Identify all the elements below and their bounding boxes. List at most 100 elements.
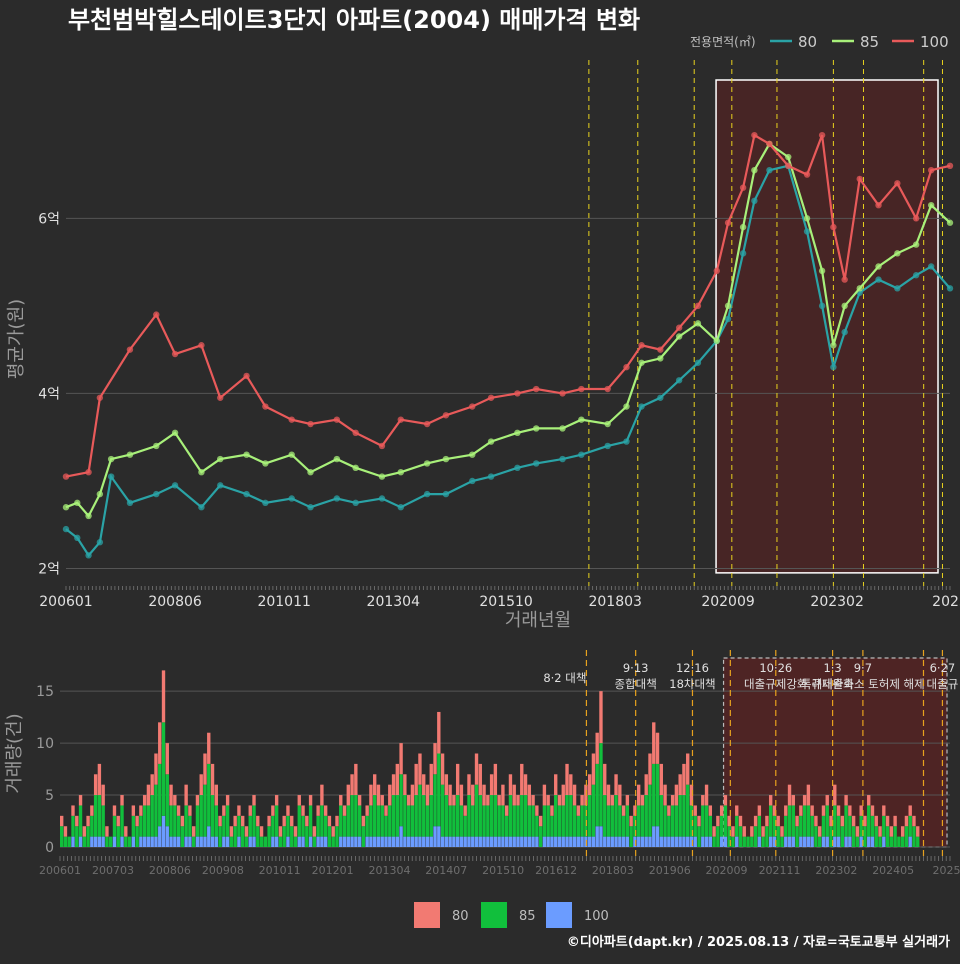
x-tick-label: 200601 — [39, 594, 92, 610]
volume-x-tick-label: 201906 — [649, 864, 691, 877]
volume-bar-85 — [807, 805, 810, 836]
volume-bar-100 — [475, 837, 478, 847]
data-point — [334, 495, 340, 501]
volume-bar-80 — [135, 816, 138, 826]
volume-bar-100 — [347, 837, 350, 847]
volume-bar-100 — [531, 837, 534, 847]
volume-bar-80 — [283, 816, 286, 826]
volume-bar-85 — [105, 837, 108, 847]
volume-bar-100 — [381, 837, 384, 847]
volume-bar-80 — [184, 785, 187, 806]
data-point — [604, 443, 610, 449]
volume-bar-85 — [260, 837, 263, 847]
volume-bar-100 — [237, 837, 240, 847]
volume-bar-80 — [403, 774, 406, 795]
data-point — [85, 469, 91, 475]
volume-bar-100 — [596, 826, 599, 847]
volume-bar-100 — [94, 837, 97, 847]
volume-bar-85 — [377, 805, 380, 836]
volume-x-tick-label: 201304 — [368, 864, 410, 877]
volume-bar-100 — [151, 837, 154, 847]
volume-x-tick-label: 200908 — [202, 864, 244, 877]
policy-event-label: 18차대책 — [669, 677, 715, 691]
volume-bar-85 — [309, 805, 312, 836]
volume-bar-85 — [448, 805, 451, 836]
volume-bar-80 — [814, 816, 817, 826]
volume-bar-100 — [373, 837, 376, 847]
data-point — [533, 425, 539, 431]
data-point — [676, 333, 682, 339]
volume-bar-80 — [471, 785, 474, 806]
volume-bar-80 — [411, 785, 414, 806]
volume-bar-80 — [117, 816, 120, 826]
volume-bar-85 — [298, 805, 301, 836]
volume-bar-85 — [418, 785, 421, 837]
data-point — [875, 276, 881, 282]
data-point — [559, 456, 565, 462]
volume-bar-85 — [320, 805, 323, 836]
data-point — [424, 460, 430, 466]
volume-bar-100 — [275, 837, 278, 847]
volume-bar-85 — [682, 795, 685, 837]
volume-bar-100 — [460, 837, 463, 847]
volume-bar-85 — [780, 837, 783, 847]
volume-bar-100 — [271, 837, 274, 847]
volume-bar-80 — [305, 816, 308, 826]
volume-bar-85 — [128, 837, 131, 847]
data-point — [725, 220, 731, 226]
volume-bar-100 — [188, 837, 191, 847]
volume-bar-80 — [316, 805, 319, 815]
volume-bar-80 — [200, 774, 203, 795]
volume-bar-80 — [743, 826, 746, 836]
volume-bar-85 — [599, 743, 602, 826]
volume-x-tick-label: 200703 — [92, 864, 134, 877]
data-point — [153, 491, 159, 497]
data-point — [352, 465, 358, 471]
data-point — [559, 390, 565, 396]
volume-bar-85 — [735, 816, 738, 837]
volume-bar-85 — [339, 805, 342, 836]
chart-title: 부천범박힐스테이트3단지 아파트(2004) 매매가격 변화 — [68, 6, 640, 34]
volume-bar-80 — [622, 805, 625, 815]
data-point — [894, 285, 900, 291]
volume-bar-85 — [810, 816, 813, 837]
volume-bar-100 — [705, 837, 708, 847]
policy-event-label: 6·27 — [930, 661, 956, 675]
volume-bar-80 — [554, 774, 557, 795]
volume-bar-100 — [588, 837, 591, 847]
volume-bar-100 — [437, 826, 440, 847]
volume-x-tick-label: 201011 — [259, 864, 301, 877]
data-point — [243, 451, 249, 457]
volume-y-tick-label: 15 — [36, 684, 54, 700]
policy-event-label: 12·16 — [676, 661, 709, 675]
data-point — [751, 167, 757, 173]
volume-bar-100 — [486, 837, 489, 847]
volume-bar-100 — [833, 837, 836, 847]
volume-bar-100 — [599, 826, 602, 847]
volume-bar-85 — [754, 826, 757, 847]
volume-bar-100 — [611, 837, 614, 847]
volume-bar-85 — [641, 805, 644, 836]
volume-bar-85 — [117, 826, 120, 847]
volume-bar-85 — [841, 826, 844, 847]
volume-bar-80 — [79, 795, 82, 805]
volume-bar-85 — [626, 805, 629, 836]
data-point — [714, 268, 720, 274]
volume-bar-100 — [113, 837, 116, 847]
volume-bar-85 — [678, 795, 681, 837]
volume-bar-85 — [388, 805, 391, 836]
volume-bar-100 — [535, 837, 538, 847]
volume-bar-80 — [339, 795, 342, 805]
data-point — [172, 482, 178, 488]
volume-bar-85 — [592, 785, 595, 837]
volume-bar-85 — [803, 805, 806, 836]
volume-bar-85 — [441, 785, 444, 837]
volume-bar-80 — [675, 785, 678, 806]
volume-bar-80 — [901, 826, 904, 836]
volume-bar-80 — [697, 816, 700, 826]
volume-bar-80 — [682, 764, 685, 795]
volume-bar-85 — [237, 816, 240, 837]
volume-bar-85 — [731, 837, 734, 847]
data-point — [153, 311, 159, 317]
volume-bar-100 — [384, 837, 387, 847]
